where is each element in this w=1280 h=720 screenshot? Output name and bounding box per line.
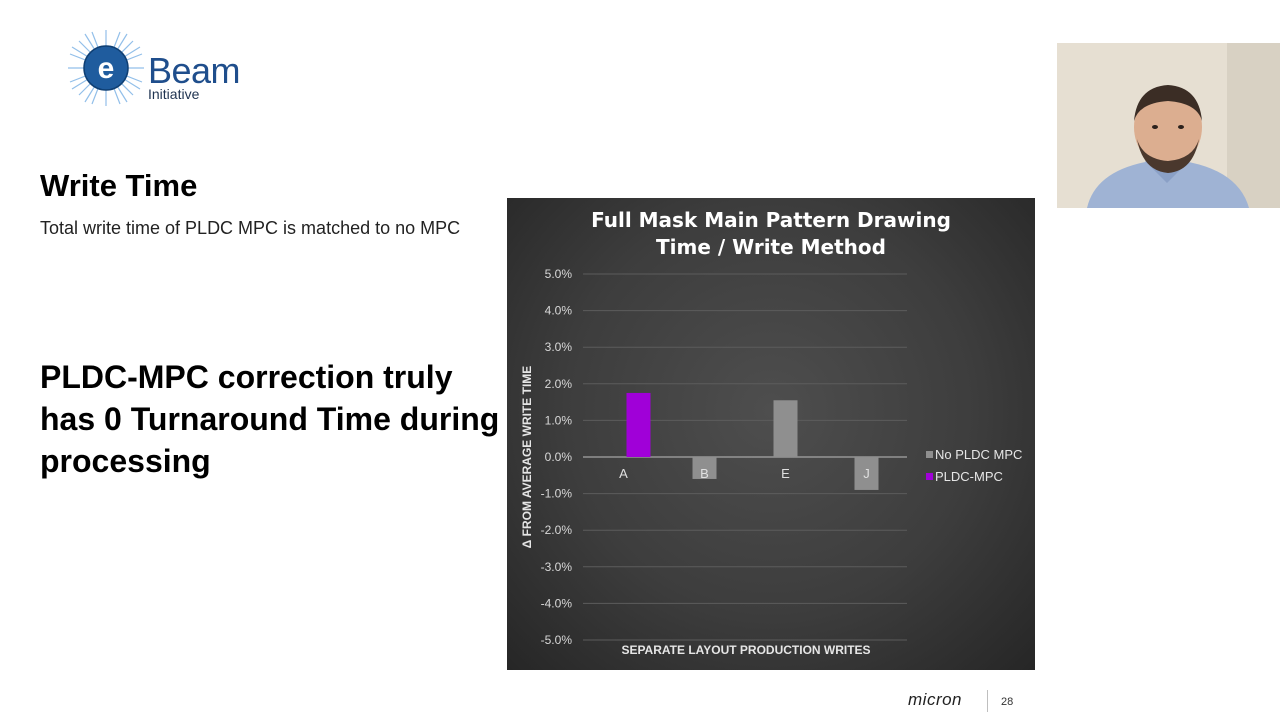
y-tick-label: -3.0% [541, 560, 573, 574]
presenter-video [1057, 43, 1280, 208]
bar-j-no-pldc-mpc [854, 457, 879, 490]
bar-e-no-pldc-mpc [773, 400, 798, 457]
logo-subtitle: Initiative [148, 86, 200, 102]
y-tick-label: 3.0% [545, 340, 573, 354]
legend-label: PLDC-MPC [935, 469, 1003, 484]
y-tick-label: 5.0% [545, 267, 573, 281]
page-number: 28 [1001, 696, 1014, 708]
y-tick-label: -2.0% [541, 523, 573, 537]
chart-panel: Full Mask Main Pattern Drawing Time / Wri… [507, 198, 1035, 670]
ebeam-logo: e Beam Initiative [66, 28, 266, 108]
chart-title-line: Full Mask Main Pattern Drawing [591, 208, 951, 232]
x-tick-label: E [781, 466, 790, 481]
y-tick-label: -5.0% [541, 633, 573, 647]
legend-label: No PLDC MPC [935, 447, 1022, 462]
slide-title: Write Time [40, 168, 198, 203]
y-axis-label: Δ FROM AVERAGE WRITE TIME [520, 366, 534, 549]
x-axis-label: SEPARATE LAYOUT PRODUCTION WRITES [621, 643, 870, 657]
y-tick-label: 0.0% [545, 450, 573, 464]
y-tick-label: 2.0% [545, 377, 573, 391]
y-tick-label: -4.0% [541, 596, 573, 610]
legend-swatch [926, 451, 933, 458]
x-tick-label: B [700, 466, 709, 481]
footer-divider [987, 690, 988, 712]
bar-b-no-pldc-mpc [692, 457, 717, 479]
bar-a-pldc-mpc [626, 392, 651, 457]
bar-chart: Full Mask Main Pattern Drawing Time / Wri… [520, 208, 1022, 657]
svg-text:e: e [98, 52, 115, 85]
ebeam-logo-icon: e [68, 30, 144, 106]
y-tick-label: -1.0% [541, 487, 573, 501]
slide-callout: PLDC-MPC correction truly has 0 Turnarou… [40, 359, 500, 479]
logo-wordmark: Beam [148, 50, 241, 91]
footer-brand-logo: micron [908, 690, 963, 709]
x-tick-label: A [619, 466, 628, 481]
y-tick-label: 1.0% [545, 413, 573, 427]
x-tick-label: J [863, 466, 870, 481]
y-tick-label: 4.0% [545, 304, 573, 318]
slide-subtitle: Total write time of PLDC MPC is matched … [40, 218, 461, 238]
legend-swatch [926, 473, 933, 480]
chart-title-line: Time / Write Method [656, 235, 886, 259]
